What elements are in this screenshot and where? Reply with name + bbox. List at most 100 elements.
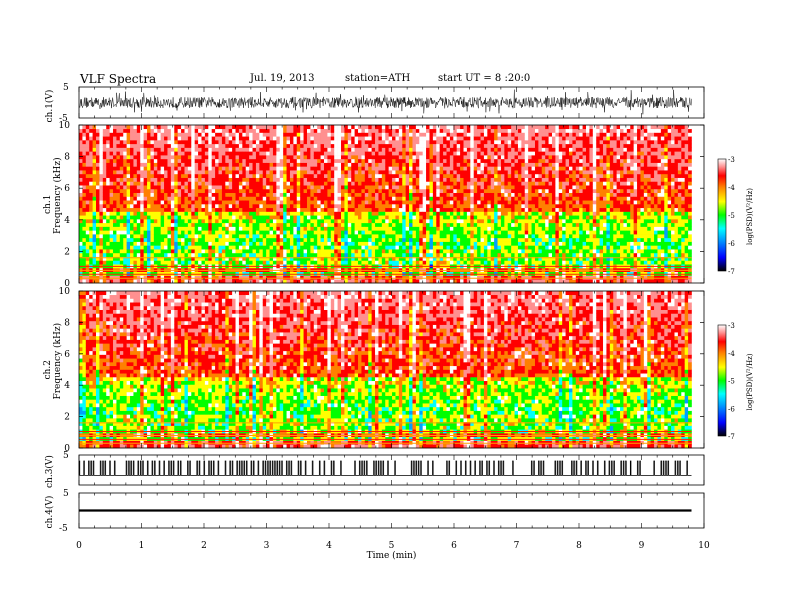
ch1-spectrogram-cell xyxy=(119,143,124,148)
ch1-spectrogram-cell xyxy=(194,151,199,156)
ch1-spectrogram-cell xyxy=(272,173,277,178)
ch1-spectrogram-cell xyxy=(177,219,182,224)
ch1-spectrogram-cell xyxy=(150,192,155,197)
ch1-spectrogram-cell xyxy=(228,204,233,209)
ch1-spectrogram-cell xyxy=(252,147,257,152)
ch1-spectrogram-cell xyxy=(344,271,349,276)
ch1-spectrogram-cell xyxy=(130,211,134,216)
ch1-spectrogram-cell xyxy=(324,162,328,167)
ch1-spectrogram-cell xyxy=(463,234,468,239)
ch1-spectrogram-cell xyxy=(153,132,158,137)
ch1-spectrogram-cell xyxy=(303,260,308,265)
ch1-spectrogram-cell xyxy=(126,260,131,265)
ch1-spectrogram-cell xyxy=(150,155,155,160)
ch1-spectrogram-cell xyxy=(245,196,250,201)
ch1-spectrogram-cell xyxy=(150,204,155,209)
ch1-spectrogram-cell xyxy=(409,147,413,152)
ch1-spectrogram-cell xyxy=(252,230,257,235)
ch1-spectrogram-cell xyxy=(351,200,355,205)
ch1-spectrogram-cell xyxy=(306,260,311,265)
ch1-spectrogram-cell xyxy=(228,252,233,257)
ch1-spectrogram-cell xyxy=(473,125,478,130)
ch1-spectrogram-cell xyxy=(313,125,318,130)
ch1-spectrogram-cell xyxy=(119,204,124,209)
ch1-spectrogram-cell xyxy=(300,260,304,265)
ch1-spectrogram-cell xyxy=(412,125,417,130)
ch1-spectrogram-cell xyxy=(232,200,236,205)
ch1-spectrogram-cell xyxy=(306,275,311,280)
ch1-spectrogram-cell xyxy=(160,230,165,235)
ch1-spectrogram-cell xyxy=(381,136,386,141)
ch1-spectrogram-cell xyxy=(446,125,451,130)
ch1-spectrogram-cell xyxy=(320,173,325,178)
ch1-spectrogram-cell xyxy=(266,181,270,186)
ch1-spectrogram-cell xyxy=(283,219,287,224)
ch1-spectrogram-cell xyxy=(296,215,301,220)
ch1-spectrogram-cell xyxy=(150,158,155,163)
ch1-spectrogram-cell xyxy=(317,155,321,160)
ch1-spectrogram-cell xyxy=(208,204,213,209)
ch1-spectrogram-cell xyxy=(225,245,230,250)
ch1-spectrogram-cell xyxy=(272,132,277,137)
ch1-spectrogram-cell xyxy=(119,256,124,261)
ch1-spectrogram-cell xyxy=(259,275,264,280)
ch1-spectrogram-cell xyxy=(392,260,396,265)
ch1-spectrogram-cell xyxy=(344,125,349,130)
ch1-spectrogram-cell xyxy=(378,200,383,205)
ch1-spectrogram-cell xyxy=(255,181,260,186)
ch1-spectrogram-cell xyxy=(392,162,396,167)
ch1-spectrogram-cell xyxy=(170,226,175,231)
ch1-spectrogram-cell xyxy=(126,245,131,250)
ch1-spectrogram-cell xyxy=(351,226,355,231)
ch1-spectrogram-cell xyxy=(415,271,420,276)
ch1-spectrogram-cell xyxy=(334,256,338,261)
ch1-spectrogram-cell xyxy=(187,215,192,220)
ch1-spectrogram-cell xyxy=(432,271,437,276)
ch1-spectrogram-cell xyxy=(194,196,199,201)
ch1-spectrogram-cell xyxy=(327,215,332,220)
ch1-spectrogram-cell xyxy=(119,226,124,231)
ch1-spectrogram-cell xyxy=(378,252,383,257)
ch1-spectrogram-cell xyxy=(160,275,165,280)
ch1-spectrogram-cell xyxy=(317,143,321,148)
ch1-spectrogram-cell xyxy=(96,147,100,152)
ch1-spectrogram-cell xyxy=(289,143,294,148)
ch1-spectrogram-cell xyxy=(415,147,420,152)
ch1-spectrogram-cell xyxy=(266,192,270,197)
ch1-spectrogram-cell xyxy=(432,241,437,246)
ch1-spectrogram-cell xyxy=(269,207,274,212)
ch1-spectrogram-cell xyxy=(320,177,325,182)
ch1-spectrogram-cell xyxy=(378,170,383,175)
ch1-spectrogram-cell xyxy=(174,173,178,178)
ch1-spectrogram-cell xyxy=(249,256,253,261)
ch1-spectrogram-cell xyxy=(102,166,107,171)
ch1-spectrogram-cell xyxy=(381,222,386,227)
ch1-spectrogram-cell xyxy=(429,252,434,257)
ch1-spectrogram-cell xyxy=(289,226,294,231)
ch1-spectrogram-cell xyxy=(136,252,141,257)
ch1-spectrogram-cell xyxy=(364,252,369,257)
ch1-spectrogram-cell xyxy=(371,158,376,163)
ch1-spectrogram-cell xyxy=(130,151,134,156)
ch1-spectrogram-cell xyxy=(463,196,468,201)
ch1-spectrogram-cell xyxy=(167,279,172,284)
ch1-spectrogram-cell xyxy=(385,192,389,197)
ch1-spectrogram-cell xyxy=(119,249,124,254)
ch1-spectrogram-cell xyxy=(147,192,151,197)
ch1-spectrogram-cell xyxy=(289,219,294,224)
ch1-spectrogram-cell xyxy=(198,211,202,216)
ch1-spectrogram-cell xyxy=(303,170,308,175)
ch1-spectrogram-cell xyxy=(208,132,213,137)
ch1-spectrogram-cell xyxy=(153,230,158,235)
ch1-spectrogram-cell xyxy=(269,237,274,242)
ch1-spectrogram-cell xyxy=(283,260,287,265)
ch1-spectrogram-cell xyxy=(477,200,481,205)
ch1-spectrogram-cell xyxy=(225,173,230,178)
ch1-spectrogram-cell xyxy=(211,192,216,197)
ch1-spectrogram-cell xyxy=(102,237,107,242)
ch1-spectrogram-cell xyxy=(415,173,420,178)
ch1-spectrogram-cell xyxy=(221,245,226,250)
ch1-spectrogram-cell xyxy=(215,177,219,182)
ch1-spectrogram-cell xyxy=(79,177,83,182)
ch1-spectrogram-cell xyxy=(324,275,328,280)
